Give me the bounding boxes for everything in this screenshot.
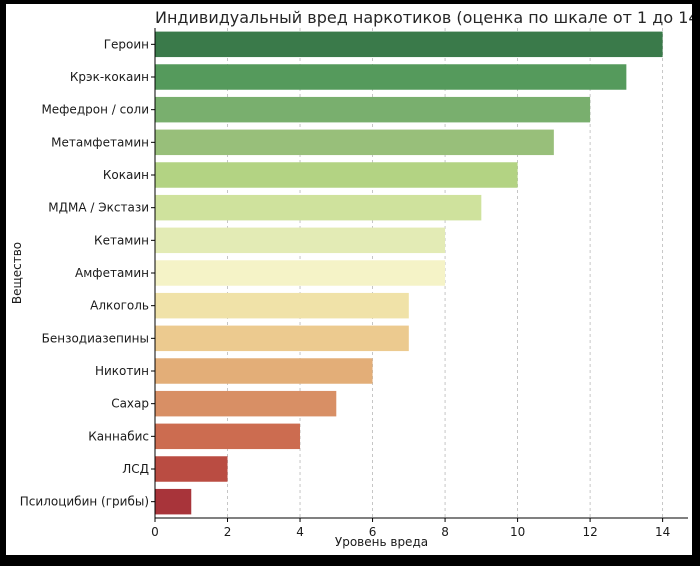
- x-tick-label: 10: [510, 525, 525, 539]
- category-label: Алкоголь: [90, 299, 149, 313]
- bar: [155, 260, 446, 286]
- category-label: ЛСД: [122, 462, 149, 476]
- x-tick-label: 0: [151, 525, 159, 539]
- bar-chart: Индивидуальный вред наркотиков (оценка п…: [10, 8, 692, 549]
- category-label: Сахар: [111, 397, 149, 411]
- bar: [155, 325, 409, 352]
- bar: [155, 456, 228, 482]
- bar: [155, 194, 482, 221]
- category-label: Кетамин: [94, 233, 149, 247]
- bar: [155, 358, 373, 384]
- bar: [155, 96, 591, 123]
- bar: [155, 64, 627, 90]
- chart-title: Индивидуальный вред наркотиков (оценка п…: [155, 8, 692, 27]
- y-axis-label: Вещество: [10, 242, 24, 304]
- bar: [155, 488, 192, 515]
- x-axis-ticks: 0 2 4 6 8 10 12 14: [151, 518, 670, 539]
- x-tick-label: 4: [296, 525, 304, 539]
- category-label: Каннабис: [88, 429, 149, 443]
- x-tick-label: 2: [224, 525, 232, 539]
- chart-figure: Индивидуальный вред наркотиков (оценка п…: [6, 4, 692, 555]
- bar-layer: [155, 31, 663, 515]
- category-label: Героин: [104, 37, 149, 51]
- bar: [155, 227, 446, 254]
- bar: [155, 31, 663, 58]
- x-tick-label: 12: [582, 525, 597, 539]
- bar: [155, 162, 518, 188]
- category-label: МДМА / Экстази: [48, 201, 149, 215]
- bar: [155, 423, 301, 450]
- x-axis-label: Уровень вреда: [335, 535, 428, 549]
- category-label: Бензодиазепины: [42, 331, 149, 345]
- category-label: Кокаин: [103, 168, 149, 182]
- x-tick-label: 14: [655, 525, 670, 539]
- category-labels: Героин Крэк-кокаин Мефедрон / соли Метамфет…: [20, 37, 155, 509]
- x-tick-label: 8: [441, 525, 449, 539]
- category-label: Никотин: [95, 364, 149, 378]
- x-tick-label: 6: [369, 525, 377, 539]
- bar: [155, 129, 554, 156]
- bar: [155, 390, 337, 417]
- category-label: Амфетамин: [75, 266, 149, 280]
- category-label: Крэк-кокаин: [70, 70, 149, 84]
- category-label: Псилоцибин (грибы): [20, 495, 149, 509]
- bar: [155, 292, 409, 319]
- category-label: Мефедрон / соли: [41, 103, 149, 117]
- category-label: Метамфетамин: [51, 135, 149, 149]
